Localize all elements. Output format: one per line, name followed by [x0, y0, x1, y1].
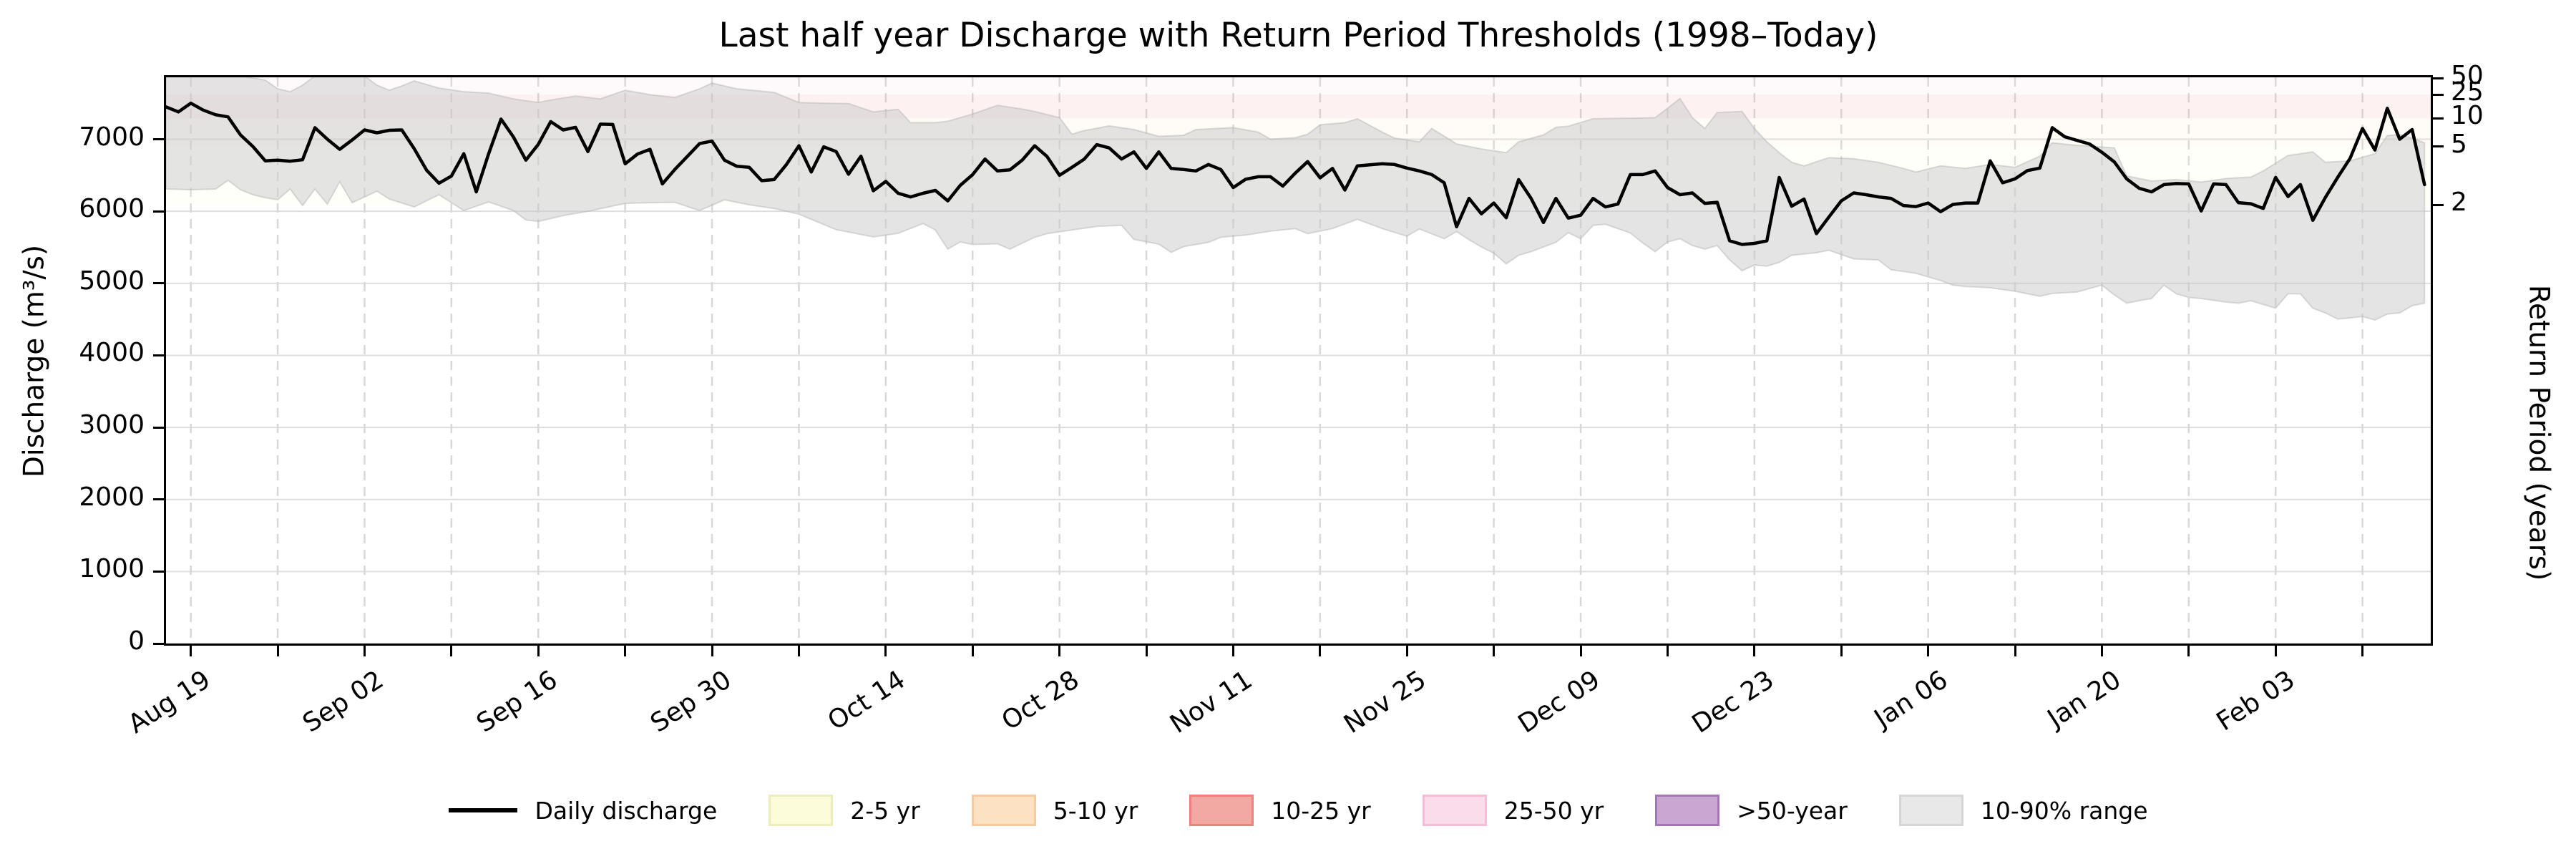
- x-tick-mark: [624, 646, 627, 656]
- x-tick-mark: [1666, 646, 1669, 656]
- y-axis-label-right: Return Period (years): [2522, 284, 2555, 581]
- x-tick-mark: [884, 646, 887, 656]
- y-tick-mark: [153, 498, 164, 501]
- y-tick-label: 1000: [79, 554, 145, 584]
- right-tick-label: 50: [2451, 61, 2484, 90]
- y-tick-mark: [153, 138, 164, 141]
- y-tick-mark: [153, 570, 164, 573]
- y-tick-label: 3000: [79, 410, 145, 440]
- legend-label: 25-50 yr: [1503, 796, 1604, 825]
- legend-label: 2-5 yr: [850, 796, 920, 825]
- x-tick-mark: [2274, 646, 2277, 656]
- right-tick-label: 5: [2451, 129, 2467, 159]
- right-tick-mark: [2433, 145, 2444, 148]
- chart-title: Last half year Discharge with Return Per…: [718, 16, 1878, 55]
- right-tick-label: 25: [2451, 77, 2484, 107]
- legend-label: 10-25 yr: [1271, 796, 1371, 825]
- x-tick-mark: [1579, 646, 1582, 656]
- x-tick-mark: [1840, 646, 1843, 656]
- legend-label: Daily discharge: [535, 796, 718, 825]
- x-tick-mark: [971, 646, 974, 656]
- x-tick-mark: [363, 646, 366, 656]
- legend-item: 2-5 yr: [769, 795, 920, 826]
- plot-svg: [166, 77, 2431, 644]
- right-tick-mark: [2433, 203, 2444, 206]
- x-tick-mark: [1405, 646, 1408, 656]
- legend-patch-swatch: [971, 795, 1036, 826]
- legend-patch-swatch: [769, 795, 834, 826]
- legend-label: 10-90% range: [1980, 796, 2148, 825]
- y-tick-label: 5000: [79, 266, 145, 296]
- x-tick-mark: [1493, 646, 1496, 656]
- threshold-band: [166, 77, 2431, 79]
- legend-label: 5-10 yr: [1053, 796, 1138, 825]
- legend-label: >50-year: [1737, 796, 1848, 825]
- y-tick-mark: [153, 210, 164, 213]
- x-tick-mark: [2361, 646, 2364, 656]
- y-tick-mark: [153, 642, 164, 645]
- right-tick-mark: [2433, 77, 2444, 79]
- y-tick-label: 0: [128, 626, 145, 656]
- x-tick-mark: [1058, 646, 1061, 656]
- legend-patch-swatch: [1189, 795, 1254, 826]
- legend-item: Daily discharge: [449, 797, 717, 825]
- x-tick-mark: [276, 646, 279, 656]
- plot-area: [166, 77, 2431, 644]
- x-tick-mark: [1927, 646, 1930, 656]
- legend-item: 5-10 yr: [971, 795, 1138, 826]
- x-tick-mark: [797, 646, 800, 656]
- x-tick-mark: [1231, 646, 1234, 656]
- right-tick-label: 10: [2451, 101, 2484, 131]
- right-tick-mark: [2433, 117, 2444, 120]
- y-tick-label: 2000: [79, 482, 145, 512]
- x-tick-mark: [1319, 646, 1322, 656]
- x-tick-mark: [711, 646, 713, 656]
- x-tick-mark: [450, 646, 453, 656]
- daily-discharge-line: [166, 101, 2426, 246]
- y-tick-mark: [153, 354, 164, 356]
- legend-item: >50-year: [1655, 795, 1848, 826]
- legend-line-swatch: [449, 808, 518, 812]
- y-tick-mark: [153, 426, 164, 429]
- right-tick-mark: [2433, 93, 2444, 96]
- right-tick-label: 2: [2451, 188, 2467, 218]
- x-tick-mark: [2187, 646, 2190, 656]
- y-tick-label: 4000: [79, 338, 145, 368]
- legend-item: 10-25 yr: [1189, 795, 1371, 826]
- x-tick-mark: [1145, 646, 1148, 656]
- legend-patch-swatch: [1422, 795, 1487, 826]
- legend-patch-swatch: [1655, 795, 1720, 826]
- axes-spines: [164, 75, 2433, 646]
- x-tick-mark: [537, 646, 540, 656]
- y-tick-mark: [153, 282, 164, 285]
- y-tick-label: 6000: [79, 194, 145, 224]
- x-tick-mark: [2014, 646, 2016, 656]
- p10-90-range-band: [166, 77, 2426, 321]
- legend-patch-swatch: [1898, 795, 1963, 826]
- legend-item: 10-90% range: [1898, 795, 2148, 826]
- x-tick-mark: [1753, 646, 1756, 656]
- legend-item: 25-50 yr: [1422, 795, 1604, 826]
- y-tick-label: 7000: [79, 122, 145, 152]
- x-tick-mark: [190, 646, 192, 656]
- x-tick-mark: [2100, 646, 2103, 656]
- legend: Daily discharge 2-5 yr 5-10 yr 10-25 yr 25-5…: [166, 785, 2431, 836]
